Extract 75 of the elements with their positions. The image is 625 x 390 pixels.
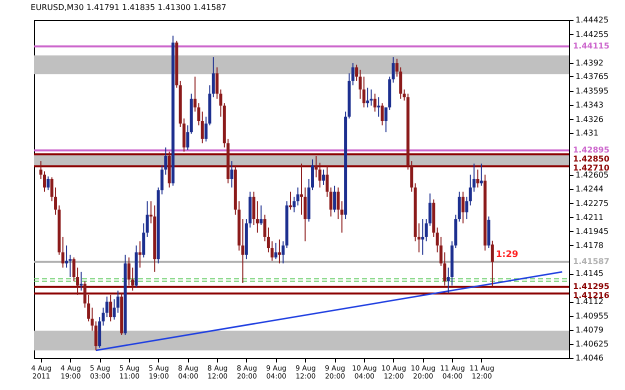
y-tick-label: 1.431 (576, 128, 598, 138)
candlestick (377, 96, 380, 118)
candlestick (138, 240, 142, 268)
y-tick-label: 1.4112 (576, 297, 604, 306)
candlestick (230, 160, 234, 188)
candlestick (274, 242, 278, 260)
ref-line-label: 1.41216 (573, 290, 610, 300)
candlestick (340, 200, 344, 234)
candlestick (351, 62, 354, 86)
candlestick (314, 155, 318, 178)
y-tick-label: 1.4244 (576, 184, 604, 194)
candlestick (373, 93, 376, 112)
candlestick (476, 169, 480, 188)
y-tick-label: 1.42275 (576, 198, 609, 208)
candlestick (326, 164, 329, 198)
candlestick (46, 176, 50, 191)
candlestick (490, 240, 494, 287)
candlestick (318, 162, 322, 188)
y-tick-label: 1.44425 (576, 16, 609, 24)
candlestick (61, 236, 64, 268)
candlestick (362, 76, 366, 108)
annotation: 1:29 (496, 250, 518, 260)
chart-title: EURUSD,M30 1.41791 1.41835 1.41300 1.41587 (30, 3, 226, 12)
y-tick-label: 1.40625 (576, 339, 609, 348)
candlestick (458, 191, 461, 222)
candlestick (329, 187, 332, 217)
y-tick-label: 1.4046 (576, 354, 604, 362)
ref-line-label: 1.44115 (573, 41, 610, 50)
y-tick-label: 1.4211 (576, 212, 604, 222)
candlestick (241, 218, 244, 284)
candlestick (333, 185, 336, 213)
y-tick-label: 1.4392 (576, 58, 604, 68)
candlestick (109, 294, 112, 322)
candlestick (146, 200, 149, 238)
candlestick (421, 218, 424, 256)
candlestick (260, 204, 263, 226)
candlestick (366, 87, 370, 108)
candlestick (278, 239, 281, 264)
y-tick-label: 1.43765 (576, 72, 609, 81)
candlestick (322, 169, 326, 186)
ref-line-label: 1.42895 (573, 145, 610, 154)
candlestick (336, 187, 340, 220)
candlestick (462, 191, 465, 224)
y-tick-label: 1.4343 (576, 100, 604, 110)
candlestick (105, 296, 108, 318)
candlestick (288, 191, 292, 210)
candlestick (80, 271, 83, 292)
candlestick (392, 56, 395, 84)
candlestick (186, 124, 190, 150)
candlestick (380, 102, 384, 126)
ref-line-label: 1.42850 (573, 154, 610, 164)
ref-line-label: 1.42710 (573, 163, 610, 172)
y-tick-label: 1.42605 (576, 170, 609, 180)
candlestick (296, 187, 300, 206)
candlestick (142, 222, 146, 258)
y-tick-label: 1.40955 (576, 311, 609, 320)
y-tick-label: 1.44255 (576, 30, 609, 39)
candlestick (358, 69, 362, 100)
y-tick-label: 1.41945 (576, 226, 609, 236)
y-tick-label: 1.4178 (576, 240, 604, 250)
candlestick (370, 88, 373, 106)
candlestick (94, 320, 98, 351)
y-tick-label: 1.4145 (576, 269, 604, 278)
y-tick-label: 1.43595 (576, 86, 609, 96)
y-tick-label: 1.4326 (576, 114, 604, 124)
candlestick (212, 56, 215, 98)
candlestick (282, 240, 285, 264)
candlestick (465, 196, 468, 220)
ref-line-label: 1.41295 (573, 282, 610, 291)
y-tick-label: 1.4079 (576, 325, 604, 334)
candlestick (292, 196, 296, 213)
candlestick (200, 111, 204, 144)
candlestick (127, 256, 130, 286)
candlestick (480, 163, 483, 186)
ref-line-label: 1.41587 (573, 256, 610, 266)
